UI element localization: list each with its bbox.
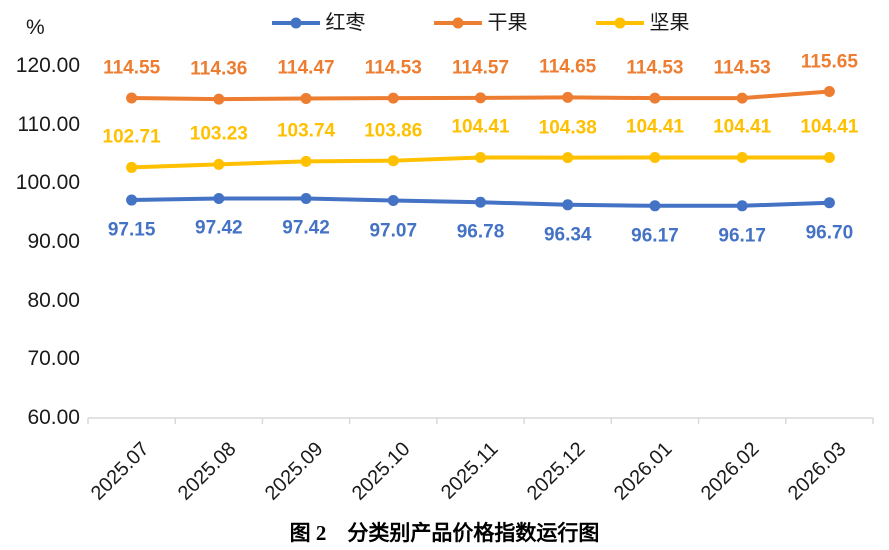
data-point-marker: [562, 152, 574, 164]
data-label: 104.41: [713, 116, 772, 138]
chart-legend: 红枣 干果 坚果: [88, 8, 873, 38]
data-label: 97.42: [282, 217, 330, 239]
data-label: 96.34: [543, 224, 592, 246]
data-label: 104.41: [625, 116, 684, 138]
data-point-marker: [475, 92, 486, 104]
data-label: 114.53: [713, 57, 771, 79]
data-label: 97.15: [107, 219, 156, 241]
y-tick-label: 80.00: [27, 288, 80, 312]
data-label: 103.23: [189, 123, 248, 145]
data-label: 96.17: [718, 225, 766, 247]
y-tick-label: 70.00: [27, 347, 80, 371]
legend-item-jianguo: 坚果: [595, 12, 690, 34]
data-point-marker: [736, 200, 748, 212]
data-point-marker: [562, 199, 574, 211]
data-point-marker: [649, 200, 661, 212]
data-point-marker: [475, 196, 486, 208]
data-label: 97.42: [195, 217, 243, 239]
y-tick-label: 60.00: [27, 406, 80, 429]
data-point-marker: [126, 161, 138, 173]
data-point-marker: [649, 92, 661, 104]
data-point-marker: [387, 92, 399, 104]
data-point-marker: [562, 91, 574, 103]
data-label: 114.55: [103, 57, 161, 79]
data-point-marker: [649, 151, 661, 163]
data-label: 96.78: [456, 221, 505, 243]
legend-item-hongzao: 红枣: [271, 12, 366, 34]
data-label: 114.36: [190, 58, 248, 80]
data-point-marker: [823, 86, 835, 98]
data-point-marker: [387, 195, 399, 207]
figure-caption: 图 2 分类别产品价格指数运行图: [289, 521, 600, 545]
data-label: 114.53: [626, 57, 684, 79]
legend-label-hongzao: 红枣: [325, 12, 366, 34]
line-marker-icon: [595, 17, 644, 29]
y-tick-label: 100.00: [15, 171, 80, 195]
line-marker-icon: [433, 17, 482, 29]
data-label: 104.41: [800, 116, 859, 138]
data-point-marker: [736, 92, 748, 104]
y-tick-label: 120.00: [15, 54, 80, 77]
data-label: 103.86: [364, 120, 423, 142]
data-label: 115.65: [800, 51, 858, 73]
data-label: 114.57: [451, 57, 510, 79]
data-label: 104.38: [538, 117, 597, 139]
data-point-marker: [126, 194, 138, 206]
y-axis-unit-label: %: [26, 16, 45, 39]
data-label: 104.41: [451, 116, 510, 138]
data-point-marker: [823, 151, 835, 163]
data-label: 97.07: [369, 220, 418, 242]
data-point-marker: [387, 155, 399, 167]
data-point-marker: [213, 158, 225, 170]
y-tick-label: 110.00: [17, 112, 80, 136]
legend-item-ganguo: 干果: [433, 12, 528, 34]
data-point-marker: [300, 92, 312, 104]
data-point-marker: [213, 93, 225, 105]
data-point-marker: [300, 155, 312, 167]
data-point-marker: [823, 197, 835, 209]
data-point-marker: [126, 92, 138, 104]
data-label: 114.53: [364, 57, 422, 79]
data-point-marker: [736, 151, 748, 163]
data-label: 96.70: [805, 222, 854, 244]
line-marker-icon: [271, 17, 320, 29]
data-label: 102.71: [102, 126, 161, 148]
data-label: 96.17: [631, 225, 679, 247]
legend-label-jianguo: 坚果: [649, 12, 690, 34]
data-point-marker: [213, 192, 225, 204]
data-point-marker: [475, 151, 486, 163]
data-label: 103.74: [276, 120, 336, 142]
data-label: 114.65: [539, 56, 597, 78]
legend-label-ganguo: 干果: [487, 12, 528, 34]
y-tick-label: 90.00: [27, 230, 80, 253]
data-label: 114.47: [277, 57, 335, 79]
data-point-marker: [300, 192, 312, 204]
